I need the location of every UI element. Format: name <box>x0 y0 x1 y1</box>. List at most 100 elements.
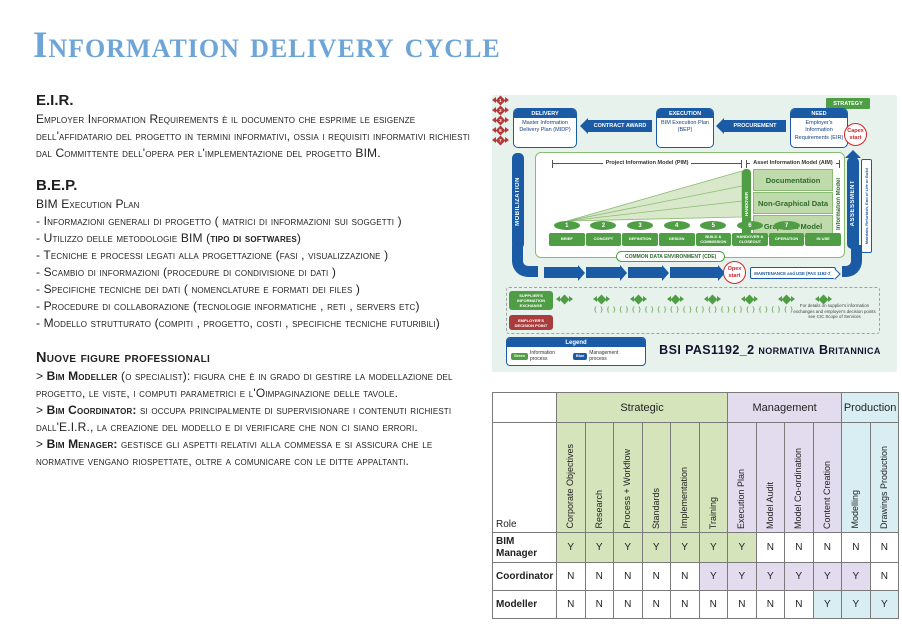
execution-box-header: EXECUTION <box>657 109 713 118</box>
information-exchange-icon <box>556 294 573 304</box>
decision-point-7: 7 <box>492 135 509 145</box>
assessment-bar: ASSESSMENT <box>845 150 861 249</box>
group-header-production: Production <box>841 392 900 423</box>
decision-number: 6 <box>499 127 502 133</box>
diamond <box>707 294 718 304</box>
column-header-label: Model Audit <box>764 481 775 529</box>
aim-bracket: Asset Information Model (AIM) <box>746 160 840 168</box>
left-tip <box>492 127 496 133</box>
column-header-label: Model Co-ordination <box>793 447 804 529</box>
diamond <box>559 294 570 304</box>
right-tip <box>505 127 509 133</box>
matrix-cell: N <box>784 590 814 619</box>
column-header-label: Implementation <box>679 467 690 529</box>
legend-item: Green Information process <box>511 350 568 362</box>
decision-point-1: 1 <box>492 95 509 105</box>
column-header-label: Execution Plan <box>736 468 747 529</box>
matrix-cell: Y <box>784 562 814 591</box>
right-tip <box>717 296 721 302</box>
text: - Specifiche tecniche dei dati ( nomencl… <box>36 282 361 296</box>
diamond <box>744 294 755 304</box>
matrix-cell: Y <box>670 532 700 563</box>
column-header-row: Role Corporate Objectives Research Process … <box>492 422 900 533</box>
stage-pill: BRIEF <box>549 233 585 246</box>
text-line: - Informazioni generali di progetto ( ma… <box>36 213 482 230</box>
decision-number: 7 <box>499 137 502 143</box>
text: > <box>36 403 47 417</box>
diamond: 1 <box>495 95 506 105</box>
stage-number: 6 <box>736 221 763 230</box>
legend-item: Blue Management process <box>572 350 627 362</box>
information-exchange-icon <box>630 294 647 304</box>
diagram-caption: BSI PAS1192_2 normativa Britannica <box>659 343 881 357</box>
column-header: Training <box>698 422 729 533</box>
matrix-cell: N <box>556 590 586 619</box>
stage-pill: DESIGN <box>658 233 695 246</box>
matrix-cell: N <box>784 532 814 563</box>
column-header: Implementation <box>670 422 700 533</box>
need-box-body: Employer's Information Requirements (EIR… <box>794 120 844 141</box>
role-name: Modeller <box>492 590 557 619</box>
left-tip <box>778 296 782 302</box>
information-exchange-icon <box>815 294 832 304</box>
left-tip <box>556 296 560 302</box>
right-tip <box>754 296 758 302</box>
stage-pill: DEFINITION <box>622 233 658 246</box>
stage-number: 3 <box>627 221 654 230</box>
assessment-note-box: Maintain, Refurbish, End of Life or Buil… <box>861 159 872 253</box>
pas1192-delivery-cycle-diagram: STRATEGY DELIVERY Master Information Del… <box>492 95 897 372</box>
diamond <box>670 294 681 304</box>
matrix-cell: Y <box>641 532 671 563</box>
information-exchange-icon <box>593 294 610 304</box>
section-body-bep: BIM Execution Plan - Informazioni general… <box>36 196 482 332</box>
text: si occupa principalmente di supervisiona… <box>36 403 452 434</box>
section-heading-bep: B.E.P. <box>36 177 78 194</box>
matrix-cell: N <box>670 590 700 619</box>
matrix-cell: Y <box>584 532 614 563</box>
decision-point-3: 3 <box>492 115 509 125</box>
diamond: 7 <box>495 135 506 145</box>
matrix-cell: N <box>556 562 586 591</box>
decision-point-2: 2 <box>492 105 509 115</box>
matrix-cell: Y <box>841 590 871 619</box>
stage-pill: BUILD & COMMISSION <box>695 233 732 246</box>
supplier-exchange-markers <box>556 294 832 304</box>
column-header: Process + Workflow <box>613 422 643 533</box>
group-header-row: Strategic Management Production <box>492 392 900 423</box>
matrix-cell: Y <box>812 590 843 619</box>
right-tip <box>505 117 509 123</box>
stage-concept: 2 CONCEPT <box>585 221 622 246</box>
matrix-cell: N <box>613 590 643 619</box>
right-tip <box>505 97 509 103</box>
left-tip <box>492 117 496 123</box>
legend-label: Information process <box>529 350 555 362</box>
right-tip <box>828 296 832 302</box>
flow-corner-left <box>512 245 538 277</box>
text-column: E.I.R. Employer Information Requirements… <box>36 92 482 470</box>
flow-corner-right <box>842 245 862 277</box>
column-header-label: Training <box>707 496 718 529</box>
section-heading-figures: Nuove figure professionali <box>36 350 211 366</box>
stage-design: 4 DESIGN <box>658 221 695 246</box>
matrix-cell: Y <box>727 532 757 563</box>
column-header: Drawings Production <box>869 422 900 533</box>
group-header-strategic: Strategic <box>555 392 729 423</box>
decision-number: 1 <box>499 97 502 103</box>
text-line: Employer Information Requirements è il d… <box>36 111 482 162</box>
text-line: - Procedure di collaborazione (tecnologi… <box>36 298 482 315</box>
matrix-cell: N <box>755 590 786 619</box>
stage-pill: HANDOVER & CLOSEOUT <box>732 233 768 246</box>
column-header: Model Co-ordination <box>784 422 814 533</box>
column-header-label: Content Creation <box>821 460 832 529</box>
text: - Tecniche e processi legati alla proget… <box>36 248 389 262</box>
stage-number: 5 <box>700 221 727 230</box>
text: > <box>36 369 47 383</box>
stage-handover-closeout: 6 HANDOVER & CLOSEOUT <box>732 221 768 246</box>
matrix-cell: Y <box>841 562 871 591</box>
matrix-cell: N <box>641 562 671 591</box>
matrix-cell: N <box>755 532 786 563</box>
matrix-cell: Y <box>613 532 643 563</box>
column-header-label: Modelling <box>850 490 861 529</box>
assessment-note: Maintain, Refurbish, End of Life or Buil… <box>864 167 869 245</box>
information-exchange-icon <box>778 294 795 304</box>
